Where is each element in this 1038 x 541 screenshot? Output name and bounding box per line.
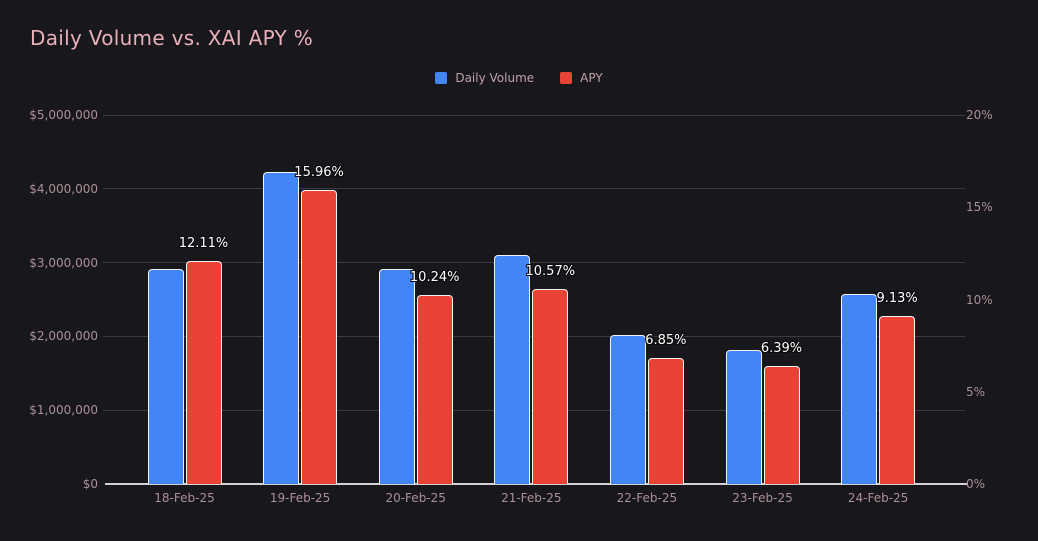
gridline [103, 188, 965, 190]
plot-area: 12.11% 15.96% 10.24% 10.57% 6.85% 6.39% 9.13% [103, 114, 967, 485]
apy-data-label: 15.96% [294, 164, 344, 180]
apy-bar[interactable] [647, 357, 684, 484]
daily-volume-bar[interactable] [725, 350, 762, 484]
x-axis-label: 19-Feb-25 [269, 491, 331, 505]
y-axis-label-right: 5% [966, 384, 986, 399]
y-axis-label-left: $5,000,000 [29, 108, 98, 122]
daily-volume-bar[interactable] [263, 171, 300, 484]
daily-volume-bar[interactable] [378, 268, 415, 484]
x-axis-label: 18-Feb-25 [154, 491, 215, 505]
y-axis-label-right: 10% [966, 292, 993, 307]
apy-data-label: 10.24% [409, 270, 460, 286]
apy-bar[interactable] [185, 260, 222, 484]
apy-data-label: 10.57% [525, 264, 576, 279]
legend: Daily Volume APY [0, 71, 1038, 85]
y-axis-label-left: $2,000,000 [29, 329, 98, 344]
y-axis-label-right: 0% [966, 477, 986, 491]
x-axis-label: 22-Feb-25 [616, 491, 678, 505]
gridline [103, 114, 965, 116]
apy-data-label: 9.13% [876, 290, 918, 306]
apy-bar[interactable] [763, 366, 800, 484]
daily-volume-bar[interactable] [147, 269, 184, 484]
gridline [103, 262, 965, 264]
daily-volume-bar[interactable] [841, 294, 878, 484]
apy-bar[interactable] [532, 289, 569, 484]
apy-bar[interactable] [416, 295, 453, 484]
y-axis-label-right: 15% [966, 200, 993, 215]
daily-volume-bar[interactable] [609, 334, 646, 484]
y-axis-label-left: $1,000,000 [29, 403, 98, 418]
x-axis-label: 23-Feb-25 [732, 491, 793, 505]
y-axis-label-left: $3,000,000 [29, 255, 98, 270]
chart-title: Daily Volume vs. XAI APY % [30, 26, 313, 50]
x-axis-label: 21-Feb-25 [501, 491, 562, 505]
apy-bar[interactable] [301, 189, 338, 484]
daily-volume-swatch-icon [435, 72, 448, 84]
legend-item-apy[interactable]: APY [560, 71, 603, 85]
x-axis-line [105, 483, 967, 485]
y-axis-label-left: $4,000,000 [29, 181, 98, 196]
x-axis-label: 24-Feb-25 [847, 491, 909, 505]
legend-item-daily-volume[interactable]: Daily Volume [435, 71, 534, 85]
apy-data-label: 12.11% [178, 235, 229, 251]
legend-label-apy: APY [580, 71, 603, 85]
apy-bar[interactable] [879, 315, 916, 484]
y-axis-label-right: 20% [966, 108, 993, 122]
apy-data-label: 6.85% [645, 332, 687, 348]
apy-data-label: 6.39% [760, 341, 803, 357]
x-axis-label: 20-Feb-25 [385, 491, 446, 505]
daily-volume-bar[interactable] [494, 255, 531, 484]
apy-swatch-icon [560, 72, 573, 84]
legend-label-daily-volume: Daily Volume [455, 71, 535, 85]
y-axis-label-left: $0 [82, 477, 98, 491]
